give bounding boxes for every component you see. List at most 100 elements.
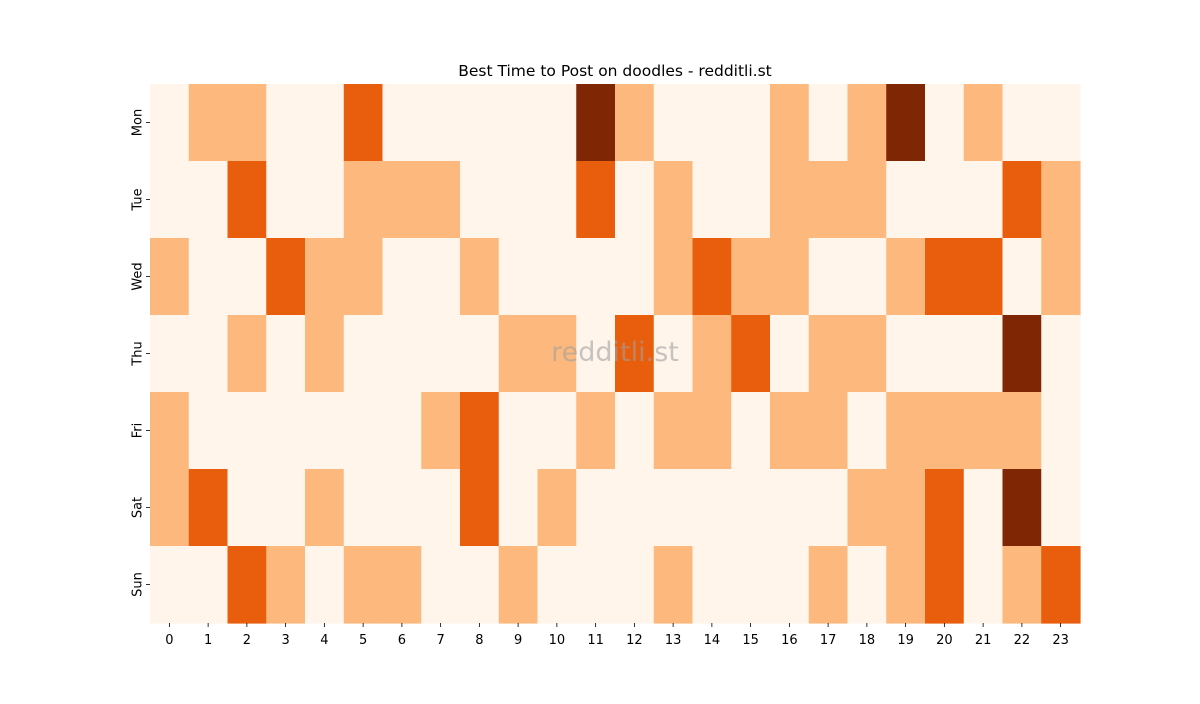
x-axis: 0 1 2 3 4 5 6 7 8 9 10 11 12 13 14 15 16 17 18 19 20 21 22 23 — [165, 623, 1069, 648]
heatmap-cell-sun-6 — [382, 546, 422, 624]
heatmap-cell-thu-13 — [653, 315, 694, 393]
heatmap-cell-fri-19 — [886, 392, 926, 470]
heatmap-cell-tue-15 — [731, 161, 771, 239]
heatmap-cell-tue-10 — [537, 161, 577, 239]
heatmap-cell-mon-0 — [150, 84, 190, 162]
heatmap-cell-mon-9 — [498, 84, 539, 162]
heatmap-cell-thu-14 — [692, 315, 732, 393]
heatmap-cell-sat-7 — [421, 469, 461, 547]
y-tick-label: Wed — [131, 262, 146, 290]
heatmap-cell-fri-14 — [692, 392, 732, 470]
heatmap-cell-thu-3 — [266, 315, 306, 393]
heatmap-cell-fri-9 — [498, 392, 539, 470]
heatmap-cell-wed-7 — [421, 238, 461, 316]
heatmap-cell-sat-3 — [266, 469, 306, 547]
heatmap-cell-thu-23 — [1041, 315, 1081, 393]
heatmap-cell-thu-21 — [963, 315, 1004, 393]
x-tick-label: 18 — [859, 633, 876, 648]
heatmap-cell-fri-13 — [653, 392, 694, 470]
heatmap-cell-wed-19 — [886, 238, 926, 316]
heatmap-cell-fri-8 — [460, 392, 500, 470]
heatmap-cell-sat-9 — [498, 469, 539, 547]
heatmap-cell-mon-13 — [653, 84, 694, 162]
heatmap-cell-mon-22 — [1002, 84, 1042, 162]
heatmap-cell-sun-11 — [576, 546, 616, 624]
heatmap-cell-wed-17 — [808, 238, 849, 316]
heatmap-cell-tue-1 — [188, 161, 229, 239]
heatmap-cell-wed-8 — [460, 238, 500, 316]
heatmap-cell-wed-1 — [188, 238, 229, 316]
heatmap-cell-thu-1 — [188, 315, 229, 393]
x-tick-label: 4 — [320, 633, 328, 648]
heatmap-cell-wed-4 — [305, 238, 345, 316]
heatmap-cells — [150, 84, 1081, 624]
heatmap-cell-tue-5 — [343, 161, 384, 239]
heatmap-cell-sat-8 — [460, 469, 500, 547]
heatmap-cell-sat-13 — [653, 469, 694, 547]
heatmap-cell-tue-11 — [576, 161, 616, 239]
heatmap-cell-fri-21 — [963, 392, 1004, 470]
heatmap-cell-sun-13 — [653, 546, 694, 624]
x-tick-label: 17 — [820, 633, 837, 648]
heatmap-cell-thu-12 — [615, 315, 655, 393]
heatmap-cell-fri-15 — [731, 392, 771, 470]
heatmap-cell-sat-12 — [615, 469, 655, 547]
heatmap-cell-sat-20 — [925, 469, 965, 547]
heatmap-cell-sun-8 — [460, 546, 500, 624]
heatmap-cell-wed-15 — [731, 238, 771, 316]
heatmap-cell-sat-10 — [537, 469, 577, 547]
heatmap-cell-sat-21 — [963, 469, 1004, 547]
heatmap-cell-mon-1 — [188, 84, 229, 162]
heatmap-cell-fri-1 — [188, 392, 229, 470]
heatmap-cell-fri-4 — [305, 392, 345, 470]
heatmap-cell-tue-7 — [421, 161, 461, 239]
heatmap-cell-sat-6 — [382, 469, 422, 547]
heatmap-cell-thu-7 — [421, 315, 461, 393]
heatmap-cell-mon-15 — [731, 84, 771, 162]
x-tick-label: 9 — [514, 633, 522, 648]
heatmap-cell-sun-22 — [1002, 546, 1042, 624]
heatmap-cell-thu-4 — [305, 315, 345, 393]
heatmap-cell-tue-3 — [266, 161, 306, 239]
heatmap-cell-sat-23 — [1041, 469, 1081, 547]
heatmap-cell-thu-16 — [770, 315, 810, 393]
heatmap-cell-wed-20 — [925, 238, 965, 316]
heatmap-cell-sat-5 — [343, 469, 384, 547]
heatmap-cell-fri-5 — [343, 392, 384, 470]
x-tick-label: 12 — [626, 633, 643, 648]
heatmap-cell-wed-10 — [537, 238, 577, 316]
x-tick-label: 5 — [359, 633, 367, 648]
heatmap-cell-sun-16 — [770, 546, 810, 624]
x-tick-label: 8 — [475, 633, 483, 648]
heatmap-cell-sun-7 — [421, 546, 461, 624]
heatmap-cell-thu-8 — [460, 315, 500, 393]
heatmap-cell-mon-20 — [925, 84, 965, 162]
heatmap-cell-thu-22 — [1002, 315, 1042, 393]
y-tick-label: Sat — [131, 497, 146, 518]
heatmap-cell-sat-14 — [692, 469, 732, 547]
heatmap-cell-thu-0 — [150, 315, 190, 393]
heatmap-cell-thu-6 — [382, 315, 422, 393]
x-tick-label: 21 — [975, 633, 992, 648]
heatmap-cell-mon-23 — [1041, 84, 1081, 162]
heatmap-cell-thu-10 — [537, 315, 577, 393]
heatmap-cell-sat-4 — [305, 469, 345, 547]
heatmap-cell-sun-4 — [305, 546, 345, 624]
heatmap-cell-sat-0 — [150, 469, 190, 547]
heatmap-cell-sat-1 — [188, 469, 229, 547]
heatmap-cell-sat-18 — [847, 469, 887, 547]
heatmap-cell-mon-11 — [576, 84, 616, 162]
heatmap-cell-fri-2 — [227, 392, 267, 470]
x-tick-label: 7 — [436, 633, 444, 648]
heatmap-cell-wed-23 — [1041, 238, 1081, 316]
heatmap-cell-sat-15 — [731, 469, 771, 547]
y-tick-label: Tue — [131, 188, 146, 211]
heatmap-cell-tue-21 — [963, 161, 1004, 239]
heatmap-cell-thu-15 — [731, 315, 771, 393]
heatmap-cell-fri-11 — [576, 392, 616, 470]
heatmap-cell-mon-6 — [382, 84, 422, 162]
heatmap-cell-tue-16 — [770, 161, 810, 239]
heatmap-cell-mon-14 — [692, 84, 732, 162]
x-tick-label: 19 — [897, 633, 914, 648]
